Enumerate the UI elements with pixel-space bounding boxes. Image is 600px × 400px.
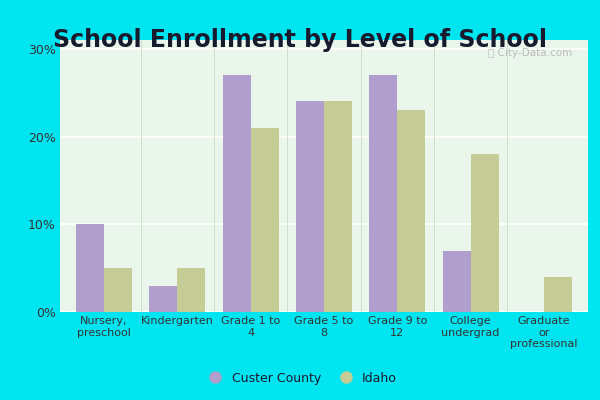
Bar xyxy=(104,268,132,312)
Text: School Enrollment by Level of School: School Enrollment by Level of School xyxy=(53,28,547,52)
Bar xyxy=(397,110,425,312)
Bar xyxy=(223,75,251,312)
Bar xyxy=(443,250,470,312)
Legend: Custer County, Idaho: Custer County, Idaho xyxy=(198,367,402,390)
Bar xyxy=(251,128,278,312)
Bar xyxy=(324,102,352,312)
Bar xyxy=(149,286,178,312)
Bar xyxy=(470,154,499,312)
Bar xyxy=(296,102,324,312)
Bar xyxy=(178,268,205,312)
Bar xyxy=(544,277,572,312)
Text: ⓘ City-Data.com: ⓘ City-Data.com xyxy=(488,48,572,58)
Bar xyxy=(370,75,397,312)
Bar xyxy=(76,224,104,312)
